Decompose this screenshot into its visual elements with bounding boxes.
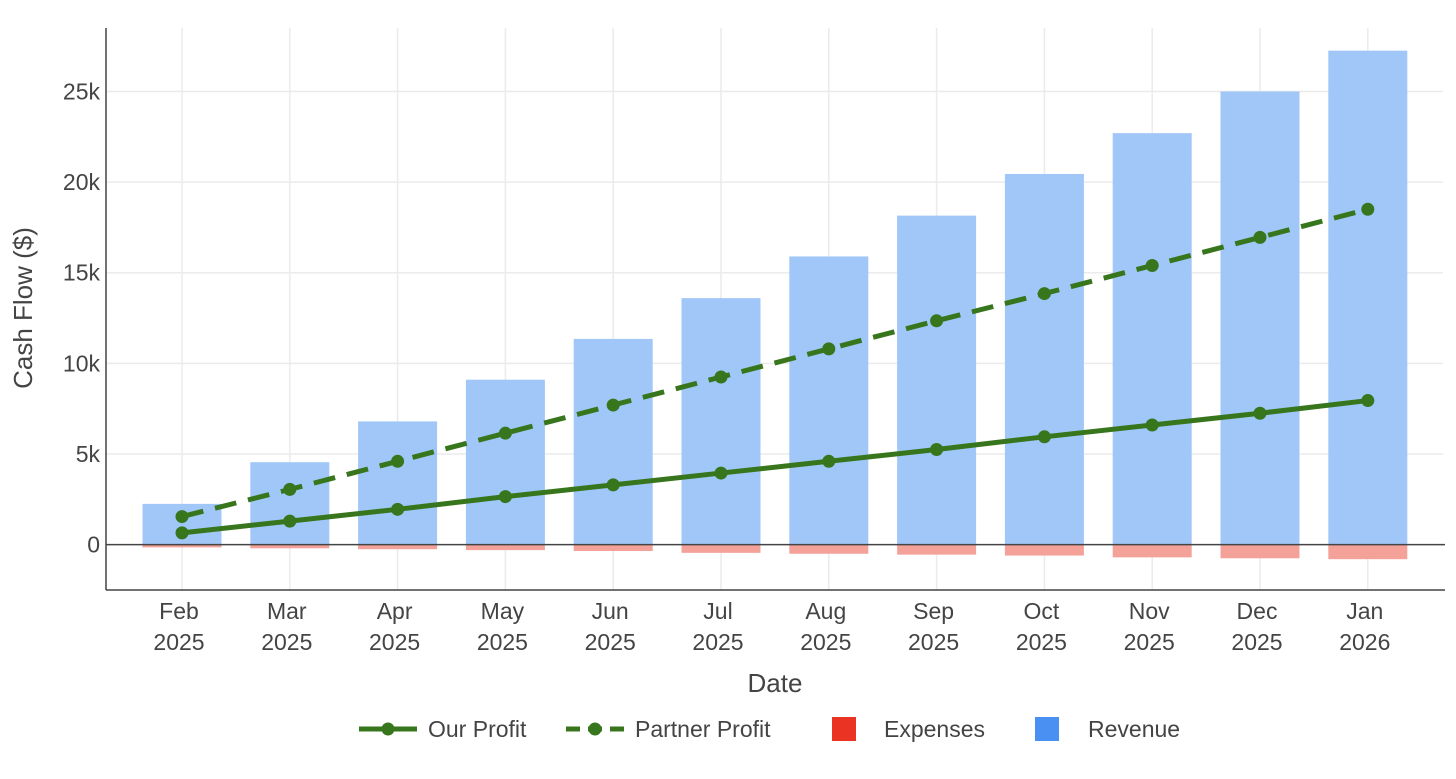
x-tick-label-month: Jan — [1346, 598, 1383, 624]
our-profit-point — [1037, 430, 1051, 444]
expenses-bar — [142, 544, 222, 548]
our-profit-point — [498, 490, 512, 504]
revenue-bar — [1004, 173, 1084, 545]
expenses-bar — [897, 544, 977, 555]
expenses-bar — [681, 544, 761, 553]
x-tick-label-month: Feb — [159, 598, 199, 624]
revenue-bar — [358, 421, 438, 545]
x-tick-label-year: 2025 — [908, 629, 959, 655]
revenue-bar — [465, 379, 545, 545]
partner-profit-point — [1037, 287, 1051, 301]
x-tick-label-year: 2025 — [692, 629, 743, 655]
revenue-bar — [250, 462, 330, 545]
legend-item-expenses[interactable]: Expenses — [832, 716, 985, 742]
y-tick-label: 25k — [63, 78, 101, 104]
legend-label: Revenue — [1088, 716, 1180, 742]
legend-item-revenue[interactable]: Revenue — [1035, 716, 1180, 742]
x-tick-label-month: Oct — [1024, 598, 1060, 624]
legend-marker — [588, 722, 602, 736]
x-tick-label-year: 2025 — [1016, 629, 1067, 655]
legend-marker — [381, 722, 395, 736]
y-tick-label: 10k — [63, 350, 101, 376]
our-profit-point — [283, 514, 297, 528]
x-tick-label-month: Sep — [913, 598, 954, 624]
expenses-bar — [465, 544, 545, 551]
x-tick-label-year: 2025 — [153, 629, 204, 655]
legend-label: Our Profit — [428, 716, 527, 742]
expenses-bar — [1328, 544, 1408, 560]
legend-label: Expenses — [884, 716, 985, 742]
x-tick-label-year: 2025 — [369, 629, 420, 655]
legend-color-swatch — [1035, 717, 1059, 741]
expenses-bar — [573, 544, 653, 552]
partner-profit-point — [498, 426, 512, 440]
x-tick-label-year: 2025 — [477, 629, 528, 655]
x-tick-label-month: May — [481, 598, 525, 624]
legend-item-partner-profit[interactable]: Partner Profit — [566, 716, 771, 742]
x-tick-label-month: Nov — [1129, 598, 1170, 624]
revenue-bar — [573, 338, 653, 545]
partner-profit-point — [714, 370, 728, 384]
our-profit-point — [1361, 394, 1375, 408]
expenses-bar — [789, 544, 869, 554]
revenue-bar — [897, 215, 977, 545]
y-tick-label: 20k — [63, 169, 101, 195]
y-axis-title: Cash Flow ($) — [8, 227, 38, 389]
our-profit-point — [1253, 406, 1267, 420]
expenses-bar — [358, 544, 438, 550]
axes-layer: 0 5k 10k 15k 20k 25k Feb 2025 Mar 2025 Apr 2025 May 2… — [63, 28, 1445, 655]
x-tick-label-year: 2025 — [800, 629, 851, 655]
partner-profit-point — [283, 482, 297, 496]
x-tick-label-year: 2025 — [1124, 629, 1175, 655]
y-tick-label: 15k — [63, 260, 101, 286]
x-tick-label-month: Jun — [592, 598, 629, 624]
partner-profit-point — [822, 342, 836, 356]
our-profit-point — [1145, 418, 1159, 432]
partner-profit-line — [181, 206, 1369, 520]
our-profit-line — [181, 398, 1369, 536]
our-profit-point — [175, 526, 189, 540]
x-tick-label-year: 2025 — [1231, 629, 1282, 655]
x-tick-label-year: 2025 — [585, 629, 636, 655]
legend-color-swatch — [832, 717, 856, 741]
x-tick-label-month: Mar — [267, 598, 307, 624]
partner-profit-point — [606, 398, 620, 412]
partner-profit-point — [1361, 202, 1375, 216]
x-tick-label-year: 2025 — [261, 629, 312, 655]
our-profit-point — [714, 466, 728, 480]
x-tick-label-month: Apr — [377, 598, 413, 624]
revenue-bar — [1220, 91, 1300, 545]
our-profit-point — [930, 443, 944, 456]
expenses-bar — [1004, 544, 1084, 556]
expenses-bar — [1220, 544, 1300, 559]
x-tick-label-month: Jul — [703, 598, 732, 624]
bars-layer — [142, 50, 1408, 560]
partner-profit-point — [391, 454, 405, 468]
legend-label: Partner Profit — [635, 716, 771, 742]
expenses-bar — [1112, 544, 1192, 558]
revenue-bar — [681, 298, 761, 545]
legend-item-our-profit[interactable]: Our Profit — [359, 716, 527, 742]
partner-profit-point — [930, 314, 944, 328]
x-axis-title: Date — [748, 668, 803, 698]
legend: Our Profit Partner Profit Expenses Revenue — [359, 716, 1180, 742]
expenses-bar — [250, 544, 330, 549]
y-tick-label: 0 — [87, 532, 100, 558]
partner-profit-point — [1145, 258, 1159, 272]
x-tick-label-month: Aug — [805, 598, 846, 624]
x-tick-label-month: Dec — [1237, 598, 1278, 624]
partner-profit-point — [175, 510, 189, 524]
our-profit-point — [822, 454, 836, 468]
revenue-bar — [1328, 50, 1408, 545]
our-profit-point — [606, 478, 620, 492]
our-profit-point — [391, 502, 405, 516]
x-tick-label-year: 2026 — [1339, 629, 1390, 655]
partner-profit-point — [1253, 230, 1267, 244]
revenue-bar — [789, 256, 869, 545]
y-tick-label: 5k — [76, 441, 101, 467]
revenue-bar — [1112, 133, 1192, 545]
lines-layer — [175, 202, 1375, 540]
